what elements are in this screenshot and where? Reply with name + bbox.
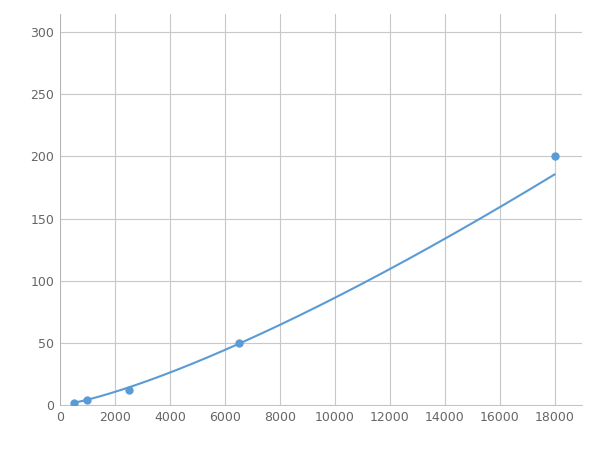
- Point: [83, 396, 92, 404]
- Point: [124, 387, 133, 394]
- Point: [550, 153, 559, 160]
- Point: [69, 399, 79, 406]
- Point: [234, 339, 244, 346]
